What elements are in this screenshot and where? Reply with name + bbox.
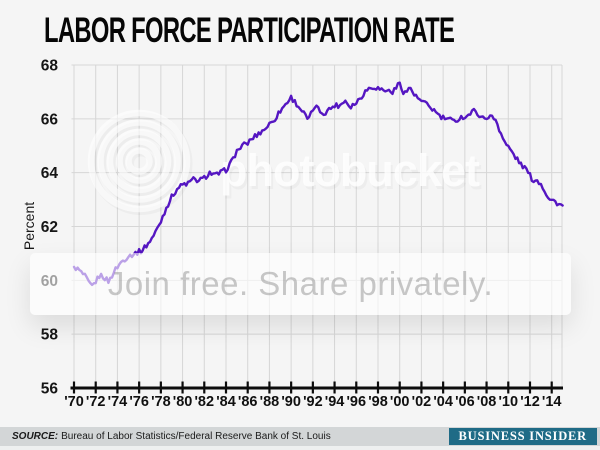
x-tick-label: '92 — [303, 394, 323, 410]
x-tick-label: '12 — [520, 394, 540, 410]
x-tick-label: '06 — [455, 394, 475, 410]
source-label: SOURCE: — [12, 431, 59, 442]
photobucket-logo-icon — [97, 119, 181, 203]
photobucket-logo-icon — [87, 109, 191, 213]
y-tick-label: 66 — [41, 111, 59, 128]
y-tick-label: 62 — [41, 219, 58, 236]
business-insider-logo: BUSINESS INSIDER — [448, 428, 597, 445]
x-tick-label: '74 — [108, 394, 128, 410]
x-tick-label: '84 — [216, 394, 236, 410]
x-tick-label: '70 — [64, 394, 84, 410]
logo-wordmark-shadow: photobucket — [222, 148, 482, 199]
x-tick-label: '90 — [281, 394, 301, 410]
x-tick-label: '04 — [433, 394, 453, 410]
x-tick-label: '14 — [542, 394, 562, 410]
photobucket-logo-icon — [106, 128, 172, 194]
photobucket-signup-banner[interactable]: Join free. Share privately. — [30, 253, 571, 315]
source-credit: SOURCE: Bureau of Labor Statistics/Federa… — [12, 431, 331, 442]
x-tick-label: '72 — [86, 394, 106, 410]
y-tick-label: 64 — [41, 165, 59, 182]
x-tick-label: '02 — [412, 394, 432, 410]
x-tick-label: '96 — [346, 394, 366, 410]
x-tick-label: '08 — [477, 394, 497, 410]
y-tick-label: 58 — [41, 327, 59, 344]
x-tick-label: '86 — [238, 394, 258, 410]
banner-text: Join free. Share privately. — [107, 265, 494, 302]
footer-bar: SOURCE: Bureau of Labor Statistics/Federa… — [0, 427, 600, 446]
x-tick-label: '82 — [194, 394, 214, 410]
chart-title: LABOR FORCE PARTICIPATION RATE — [44, 11, 455, 50]
x-tick-label: '80 — [173, 394, 193, 410]
x-axis — [70, 381, 563, 394]
y-axis-title: Percent — [21, 202, 37, 250]
source-text: Bureau of Labor Statistics/Federal Reser… — [61, 431, 331, 442]
y-tick-label: 68 — [41, 58, 59, 75]
photobucket-logo-icon — [116, 138, 162, 184]
x-tick-label: '98 — [368, 394, 388, 410]
x-tick-label: '76 — [129, 394, 149, 410]
y-tick-label: 56 — [41, 381, 59, 398]
x-tick-label: '88 — [260, 394, 280, 410]
footer-lower-strip — [0, 446, 600, 450]
x-tick-label: '10 — [498, 394, 518, 410]
x-tick-label: '94 — [325, 394, 345, 410]
photobucket-logo-icon — [125, 147, 153, 175]
x-tick-label: '00 — [390, 394, 410, 410]
photobucket-wordmark: photobucket — [220, 145, 480, 196]
x-tick-label: '78 — [151, 394, 171, 410]
lfpr-line — [72, 81, 564, 287]
gridlines — [71, 64, 563, 388]
